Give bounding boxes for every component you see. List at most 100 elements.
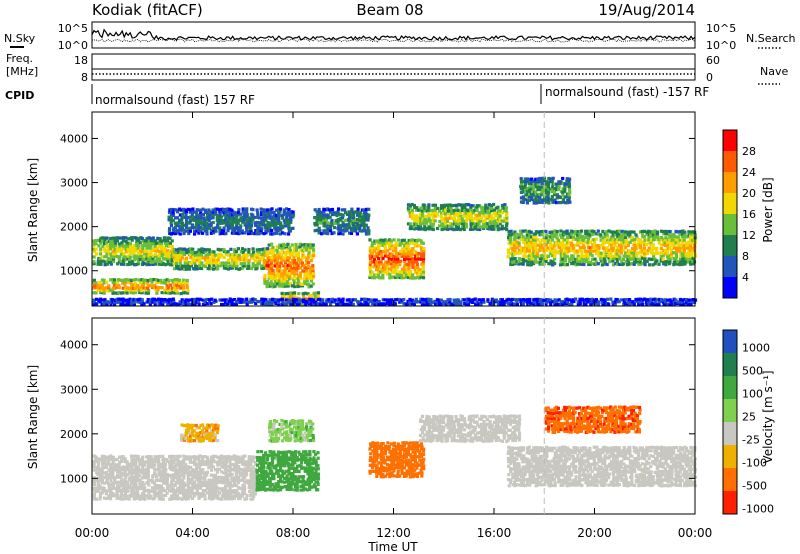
cell [191,476,195,480]
cell [210,297,214,301]
cell [532,182,536,186]
cell [613,302,617,306]
cell [337,207,341,211]
cell [180,479,184,483]
cell [168,255,172,259]
cell [547,191,551,195]
cell [630,238,634,242]
cell [632,260,637,264]
cell [113,278,117,282]
cell [128,247,133,251]
cell [289,299,293,303]
cell [197,213,201,217]
cell [141,497,145,501]
cell [132,291,136,295]
cell [674,252,678,256]
cell [136,476,140,480]
cell [103,260,107,264]
cell [292,272,297,276]
cell [292,245,296,250]
cell [663,249,667,253]
cell [396,243,400,247]
cell [681,229,685,233]
cell [230,208,234,212]
cell [638,257,642,261]
cell [147,254,151,258]
cell [192,486,196,490]
cell [240,300,245,304]
cell [120,241,124,245]
cell [367,229,371,233]
cell [289,210,293,214]
cell [649,240,653,244]
cell [307,245,311,249]
cell [408,227,412,231]
cpid-label: CPID [5,89,34,102]
cell [182,473,186,477]
cell [191,473,195,477]
cell [309,259,313,263]
cell [486,222,490,226]
cell [431,208,435,213]
cell [159,476,163,480]
cell [582,246,587,250]
cell [234,211,239,215]
cell [482,225,486,229]
cell [115,247,119,251]
cell [622,232,626,236]
cell [419,213,423,218]
cell [159,302,163,306]
cell [306,292,310,296]
cell [670,238,674,242]
cell [311,267,315,271]
cell [182,278,186,282]
cell [672,246,676,250]
cell [130,492,134,496]
cell [317,210,321,214]
cell [100,286,104,290]
cell [171,211,175,215]
cell [530,240,534,245]
cell [138,300,142,304]
cell [684,252,688,256]
cell [477,204,481,208]
cell [530,235,534,239]
cell [454,225,458,229]
cell [109,236,113,241]
cell [554,188,559,192]
cell [464,222,468,226]
cell [142,257,147,262]
cell [161,302,165,306]
cell [178,486,182,490]
cell [667,232,672,237]
cell [122,257,126,261]
cell [628,257,632,262]
cell [270,232,274,236]
cell [215,470,220,474]
cell [536,238,540,242]
cell [459,203,463,207]
cell [536,300,540,304]
cell [391,275,395,279]
cell [364,207,368,211]
cell [222,298,226,302]
cell [415,270,419,275]
cell [563,243,567,247]
cell [92,468,96,472]
cpid-segment-1: normalsound (fast) 157 RF [95,93,255,107]
cell [235,299,239,304]
cell [147,491,151,495]
cell [326,227,330,231]
cell [300,256,304,260]
cell [157,280,161,284]
cell [164,239,168,243]
cell [532,262,536,266]
cell [317,231,321,235]
cell [301,292,305,296]
cell [450,208,454,212]
cell [674,235,678,239]
cell [268,221,272,225]
cell [194,210,198,214]
cell [381,273,385,277]
power-band-11 [92,297,698,307]
